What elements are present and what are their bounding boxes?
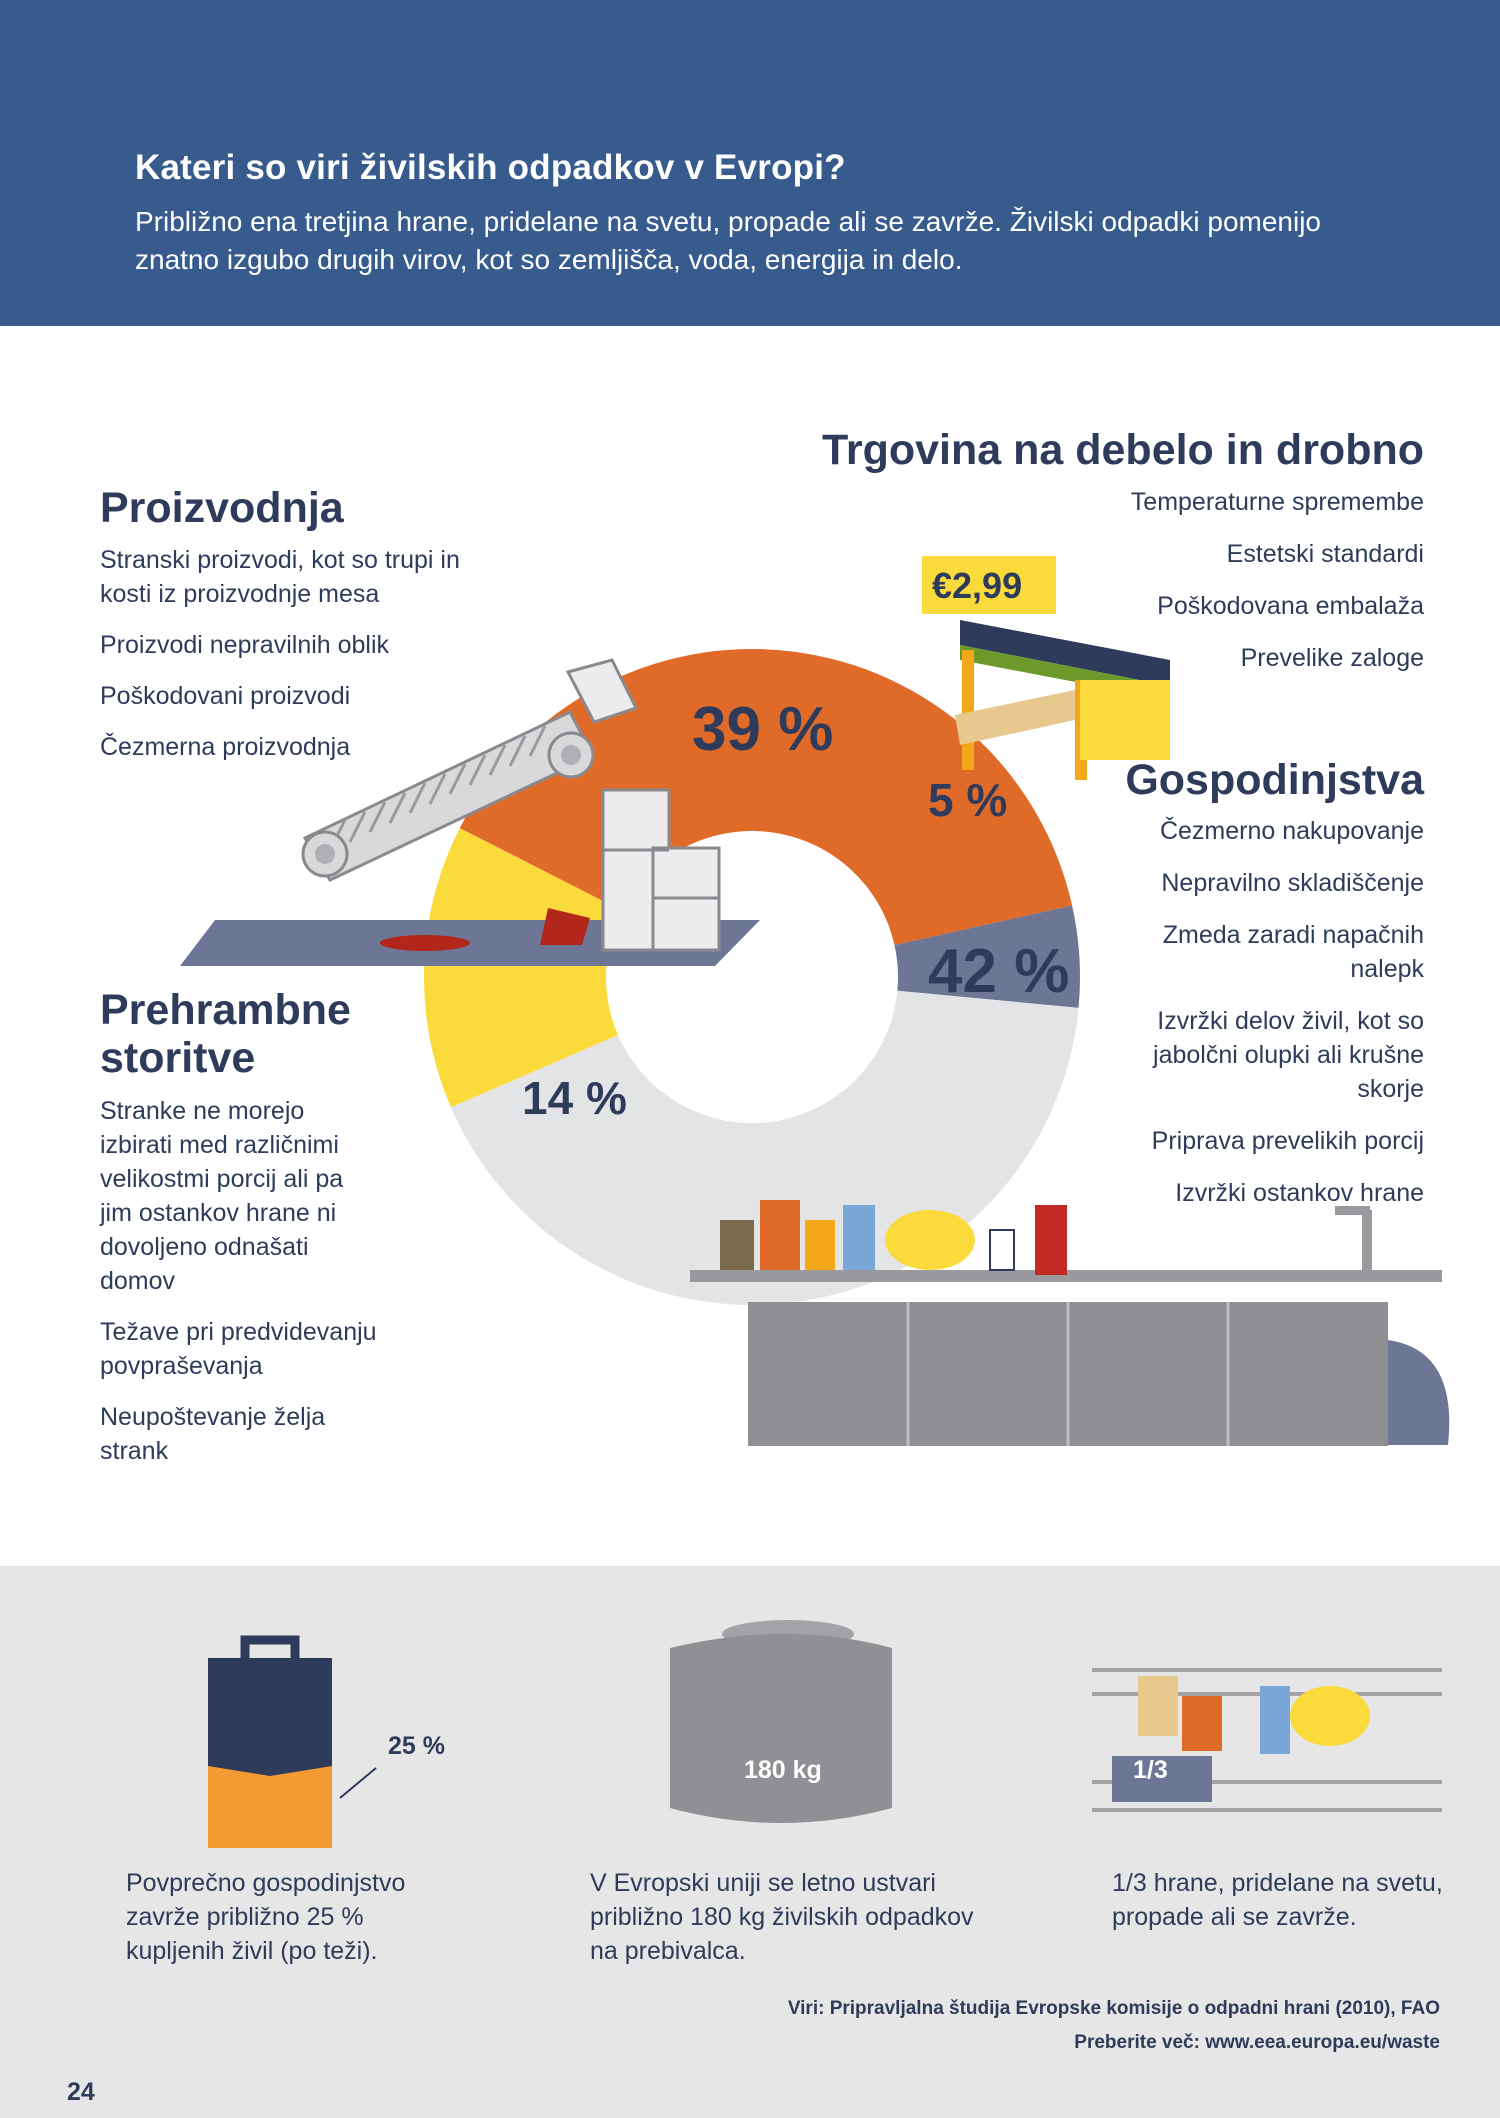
label-retail: 5 % xyxy=(928,774,1008,826)
food-services-title: Prehrambne storitve xyxy=(100,986,351,1082)
production-item: Čezmerna proizvodnja xyxy=(100,733,351,761)
bin-icon xyxy=(670,1620,892,1823)
food-services-item: Težave pri predvidevanju povpraševanja xyxy=(100,1318,377,1380)
production-list: Stranski proizvodi, kot so trupi in kost… xyxy=(100,543,490,764)
retail-item: Temperaturne spremembe xyxy=(1130,488,1424,516)
kitchen-counter-icon xyxy=(690,1200,1450,1446)
sources-link[interactable]: Preberite več: www.eea.europa.eu/waste xyxy=(1074,2032,1440,2053)
households-item: Čezmerno nakupovanje xyxy=(1159,817,1424,845)
sources-line: Viri: Pripravljalna študija Evropske kom… xyxy=(787,1998,1440,2019)
slice-retail xyxy=(894,905,1080,1008)
groceries-shelf-icon xyxy=(1092,1668,1442,1812)
stat-bin-text: V Evropski uniji se letno ustvari pribli… xyxy=(590,1869,974,1965)
production-item: Stranski proizvodi, kot so trupi in kost… xyxy=(100,546,460,608)
households-list: Čezmerno nakupovanje Nepravilno skladišč… xyxy=(1094,814,1424,1210)
retail-item: Poškodovana embalaža xyxy=(1157,592,1424,620)
conveyor-belt-icon xyxy=(180,658,760,966)
illustrations: €2,99 xyxy=(180,556,1450,1446)
food-services-list: Stranke ne morejo izbirati med različnim… xyxy=(100,1094,380,1468)
food-services-item: Stranke ne morejo izbirati med različnim… xyxy=(100,1097,344,1295)
production-item: Proizvodi nepravilnih oblik xyxy=(100,631,390,659)
label-food-services: 14 % xyxy=(522,1072,627,1124)
retail-list: Temperaturne spremembe Estetski standard… xyxy=(1024,485,1424,675)
label-households: 42 % xyxy=(928,937,1070,1006)
stat-bag-label: 25 % xyxy=(388,1732,445,1760)
households-item: Nepravilno skladiščenje xyxy=(1161,869,1424,897)
retail-item: Prevelike zaloge xyxy=(1240,644,1424,672)
stats-band: 25 % 180 kg 1/3 Povprečno gospodinjstvo … xyxy=(0,1566,1500,2118)
stat-shelf-label: 1/3 xyxy=(1133,1756,1168,1784)
stat-bin-label: 180 kg xyxy=(744,1756,822,1784)
retail-title: Trgovina na debelo in drobno xyxy=(821,426,1424,474)
shopping-bag-icon xyxy=(208,1635,377,1848)
food-services-item: Neupoštevanje želja strank xyxy=(100,1403,326,1465)
stat-bag-text: Povprečno gospodinjstvo zavrže približno… xyxy=(126,1869,406,1965)
sources: Viri: Pripravljalna študija Evropske kom… xyxy=(788,1992,1440,2060)
households-item: Priprava prevelikih porcij xyxy=(1151,1127,1424,1155)
page-title: Kateri so viri živilskih odpadkov v Evro… xyxy=(135,148,846,187)
page-number: 24 xyxy=(67,2078,95,2106)
label-production: 39 % xyxy=(692,695,834,764)
slice-food-services xyxy=(423,828,622,1108)
retail-item: Estetski standardi xyxy=(1226,540,1424,568)
households-item: Izvržki delov živil, kot so jabolčni olu… xyxy=(1153,1007,1424,1103)
production-title: Proizvodnja xyxy=(100,484,344,532)
households-item: Zmeda zaradi napačnih nalepk xyxy=(1162,921,1424,983)
households-item: Izvržki ostankov hrane xyxy=(1175,1179,1424,1207)
header-banner: Kateri so viri živilskih odpadkov v Evro… xyxy=(0,0,1500,326)
stat-shelf-text: 1/3 hrane, pridelane na svetu, propade a… xyxy=(1112,1869,1443,1931)
price-tag-text: €2,99 xyxy=(932,565,1022,606)
production-item: Poškodovani proizvodi xyxy=(100,682,351,710)
households-title: Gospodinjstva xyxy=(1125,756,1424,804)
market-stall-icon: €2,99 xyxy=(922,556,1170,780)
intro-text: Približno ena tretjina hrane, pridelane … xyxy=(135,206,1321,275)
